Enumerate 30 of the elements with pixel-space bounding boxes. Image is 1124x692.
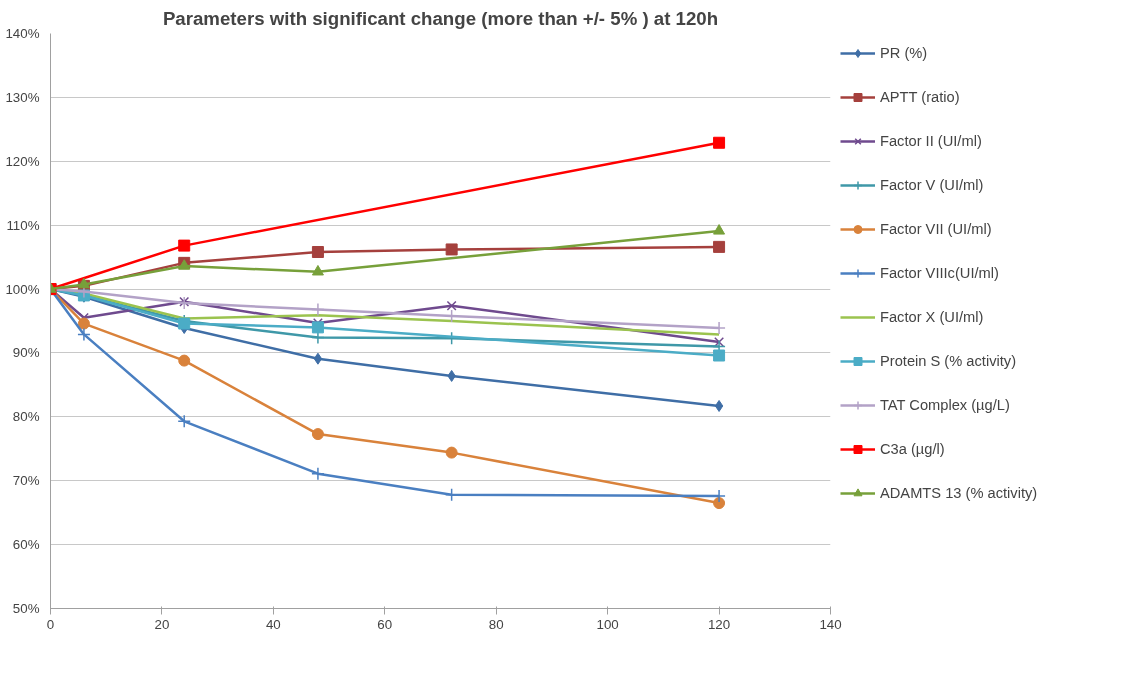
y-tick-label: 140% xyxy=(5,26,40,41)
x-tick-label: 0 xyxy=(46,616,55,632)
legend-label: Factor VII (UI/ml) xyxy=(880,221,992,237)
legend-label: ADAMTS 13 (% activity) xyxy=(880,485,1038,501)
legend-label: Factor X (UI/ml) xyxy=(880,309,984,325)
legend-label: TAT Complex (µg/L) xyxy=(880,397,1010,413)
x-tick-label: 60 xyxy=(377,616,393,632)
y-tick-label: 130% xyxy=(5,89,40,105)
legend-label: C3a (µg/l) xyxy=(880,441,945,457)
x-tick-label: 140 xyxy=(819,616,842,632)
y-tick-label: 100% xyxy=(5,281,40,297)
x-tick-label: 100 xyxy=(596,616,619,632)
y-tick-label: 110% xyxy=(6,217,40,233)
legend-label: Factor V (UI/ml) xyxy=(880,177,984,193)
x-tick-label: 20 xyxy=(154,616,170,632)
x-tick-label: 120 xyxy=(707,616,731,632)
y-tick-label: 120% xyxy=(5,153,40,169)
x-tick-label: 40 xyxy=(265,616,281,632)
y-tick-label: 80% xyxy=(12,409,40,425)
chart-title: Parameters with significant change (more than +/- 5% ) at 120h xyxy=(162,7,719,29)
y-tick-label: 70% xyxy=(12,473,40,489)
legend-label: APTT (ratio) xyxy=(880,89,960,105)
legend-label: Protein S (% activity) xyxy=(880,353,1017,369)
x-tick-label: 80 xyxy=(488,616,504,632)
y-tick-label: 60% xyxy=(12,537,40,553)
legend-label: Factor II (UI/ml) xyxy=(880,133,982,149)
legend-label: PR (%) xyxy=(880,45,928,61)
y-tick-label: 90% xyxy=(12,345,40,361)
legend-label: Factor VIIIc(UI/ml) xyxy=(880,265,999,281)
y-tick-label: 50% xyxy=(12,601,40,616)
